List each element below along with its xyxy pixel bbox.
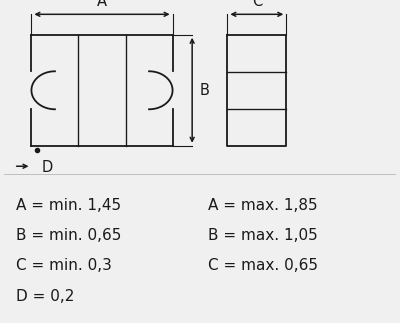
Text: B: B	[199, 83, 209, 98]
Text: B = min. 0,65: B = min. 0,65	[16, 228, 121, 244]
Text: C = max. 0,65: C = max. 0,65	[208, 258, 318, 274]
Text: A = min. 1,45: A = min. 1,45	[16, 198, 121, 213]
Text: D = 0,2: D = 0,2	[16, 288, 74, 304]
Text: C: C	[252, 0, 262, 9]
Text: A = max. 1,85: A = max. 1,85	[208, 198, 318, 213]
Text: A: A	[97, 0, 107, 9]
Text: D: D	[41, 160, 52, 175]
Text: C = min. 0,3: C = min. 0,3	[16, 258, 112, 274]
Text: B = max. 1,05: B = max. 1,05	[208, 228, 318, 244]
